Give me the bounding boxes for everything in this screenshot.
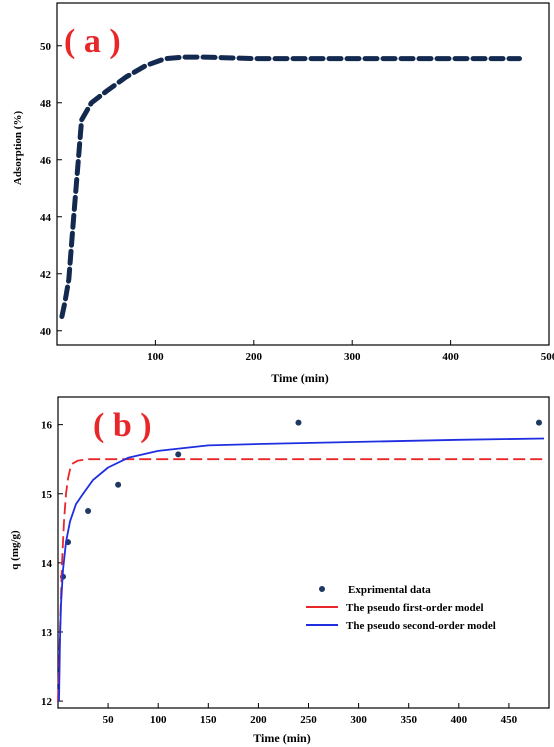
x-tick-label: 100 [150,714,167,726]
x-tick-label: 300 [344,351,361,363]
adsorption-series-line [59,54,522,319]
data-point [85,508,92,515]
y-tick-label: 13 [41,627,53,639]
panel-b-chart: ( b ) 12 13 14 15 16 50 100 150 200 250 300 350 400… [9,396,550,745]
x-tick-label: 150 [200,714,217,726]
x-tick-label: 50 [103,714,115,726]
data-point [535,419,542,426]
panel-b-legend: Exprimental data The pseudo first-order … [306,584,496,632]
panel-a-y-ticks: 40 42 44 46 48 50 [40,41,62,338]
legend-label-second-order: The pseudo second-order model [346,620,496,632]
panel-b-y-axis-title: q (mg/g) [9,530,21,570]
x-tick-label: 400 [451,714,468,726]
x-tick-label: 400 [442,351,459,363]
y-tick-label: 16 [41,420,53,432]
panel-a-chart: ( a ) 40 42 44 46 48 50 100 200 300 400 500 Time … [12,2,554,385]
panel-a-y-axis-title: Adsorption (%) [12,111,24,186]
y-tick-label: 15 [41,489,53,501]
y-tick-label: 44 [40,212,52,224]
first-order-model-line [57,458,544,702]
panel-b-series [57,419,545,702]
legend-label-first-order: The pseudo first-order model [346,602,484,614]
y-tick-label: 50 [40,41,52,53]
second-order-model-line [58,437,545,702]
panel-b-plot-frame [57,396,550,709]
y-tick-label: 48 [40,98,52,110]
legend-label-experimental: Exprimental data [348,584,431,596]
panel-b-label: ( b ) [93,407,152,444]
legend-marker-experimental [319,586,325,592]
y-tick-label: 14 [41,558,53,570]
data-point [175,451,182,458]
panel-a-x-ticks: 100 200 300 400 500 [147,340,554,363]
y-tick-label: 40 [40,326,52,338]
y-tick-label: 42 [40,269,52,281]
panel-b-x-ticks: 50 100 150 200 250 300 350 400 450 [103,703,518,726]
x-tick-label: 450 [501,714,518,726]
y-tick-label: 12 [41,696,53,708]
y-tick-label: 46 [40,155,52,167]
x-tick-label: 350 [400,714,417,726]
x-tick-label: 500 [541,351,554,363]
panel-a-label: ( a ) [64,23,121,60]
x-tick-label: 100 [147,351,164,363]
x-tick-label: 300 [350,714,367,726]
x-tick-label: 200 [250,714,267,726]
panel-a-series [59,54,522,319]
x-tick-label: 200 [246,351,263,363]
data-point [295,419,302,426]
panel-a-x-axis-title: Time (min) [271,371,328,385]
panel-a-plot-frame [56,2,550,346]
x-tick-label: 250 [300,714,317,726]
panel-b-x-axis-title: Time (min) [253,731,310,745]
data-point [115,481,122,488]
